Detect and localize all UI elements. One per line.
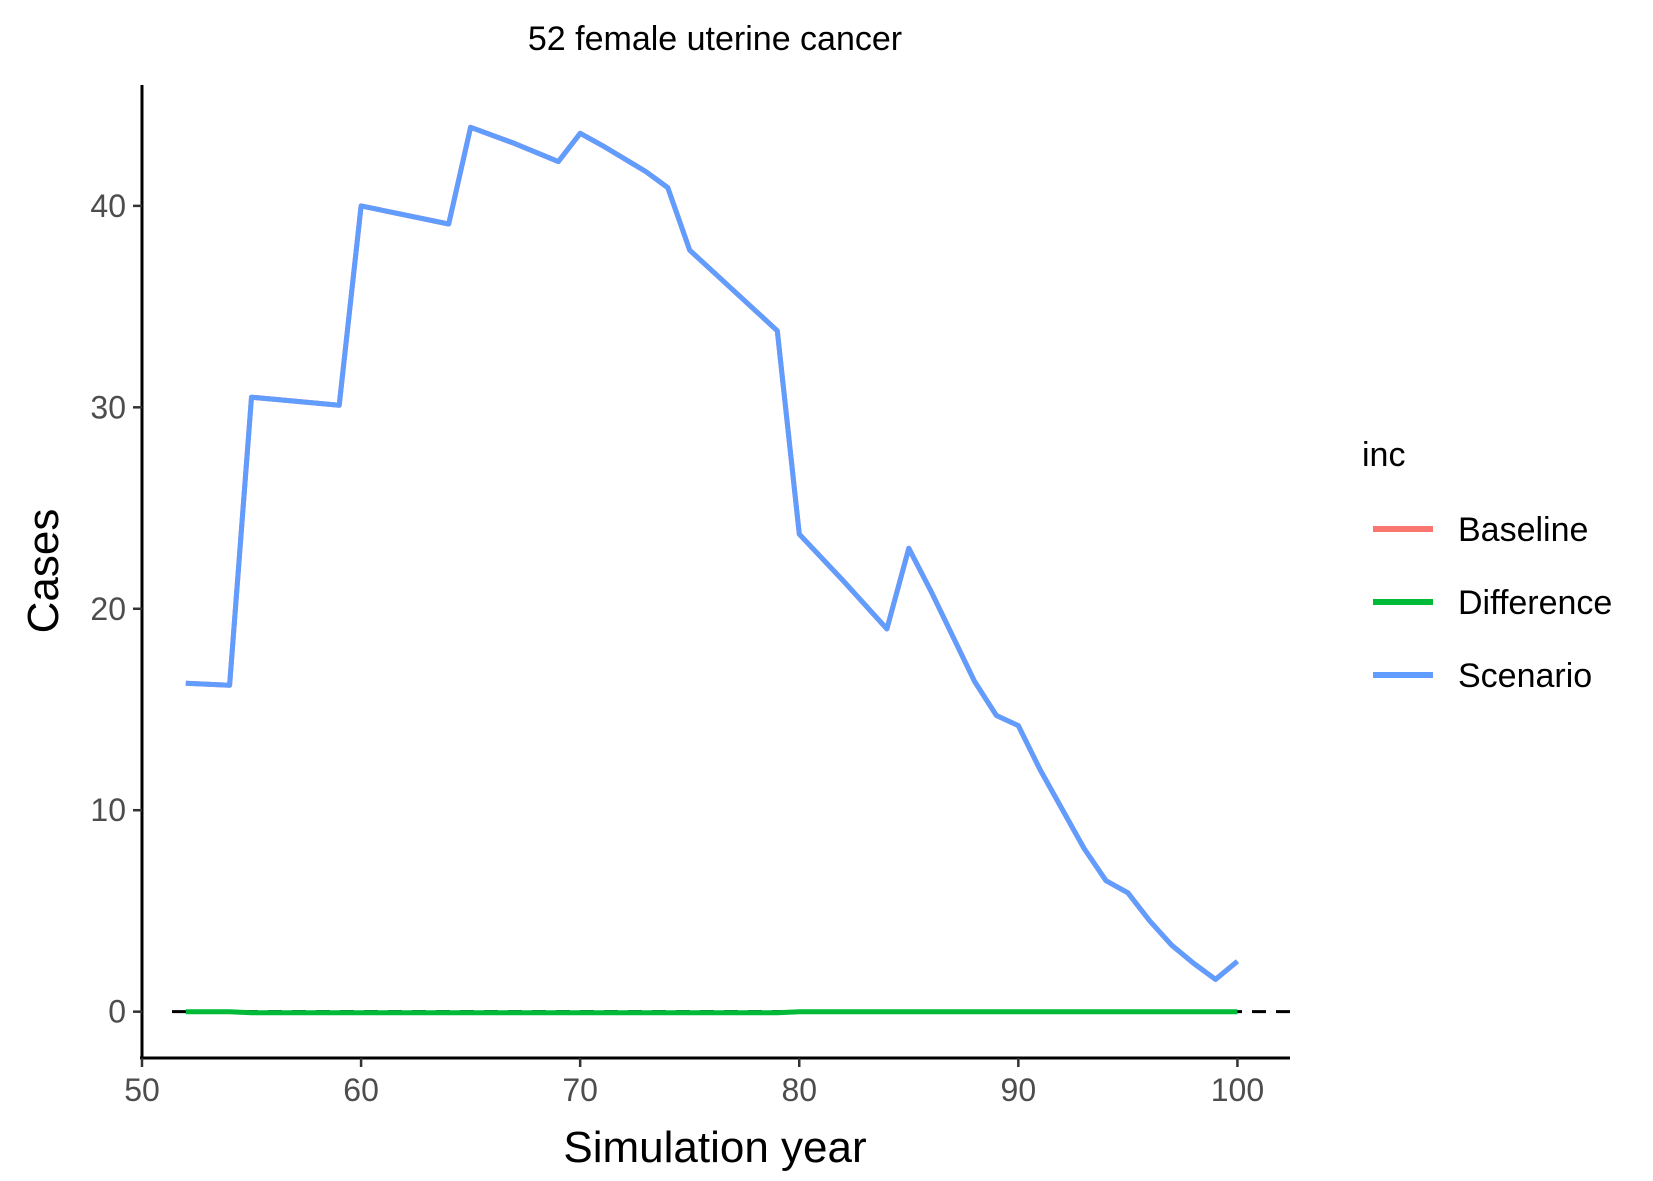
x-tick-label: 80 xyxy=(781,1072,817,1108)
x-tick-label: 50 xyxy=(124,1072,160,1108)
y-tick-label: 40 xyxy=(90,188,126,224)
y-axis-title: Cases xyxy=(19,509,68,634)
y-tick-label: 10 xyxy=(90,792,126,828)
y-tick-label: 0 xyxy=(108,994,126,1030)
x-tick-label: 60 xyxy=(343,1072,379,1108)
series-line-baseline xyxy=(185,124,1239,982)
y-tick-label: 30 xyxy=(90,389,126,425)
x-axis-ticks: 50 60 70 80 90 100 xyxy=(124,1058,1264,1108)
x-tick-label: 100 xyxy=(1211,1072,1264,1108)
chart-title: 52 female uterine cancer xyxy=(528,20,902,58)
x-tick-label: 90 xyxy=(1001,1072,1037,1108)
legend: inc Baseline Difference Scenario xyxy=(1362,436,1612,695)
legend-label-scenario: Scenario xyxy=(1458,657,1592,695)
legend-label-baseline: Baseline xyxy=(1458,511,1588,549)
plot-area xyxy=(172,124,1290,1016)
x-tick-label: 70 xyxy=(562,1072,598,1108)
y-axis-ticks: 0 10 20 30 40 xyxy=(90,188,142,1030)
x-axis-title: Simulation year xyxy=(563,1123,866,1172)
legend-title: inc xyxy=(1362,436,1405,474)
series-line-difference xyxy=(185,1009,1238,1016)
legend-label-difference: Difference xyxy=(1458,584,1612,622)
series-line-scenario xyxy=(185,124,1239,982)
y-tick-label: 20 xyxy=(90,591,126,627)
